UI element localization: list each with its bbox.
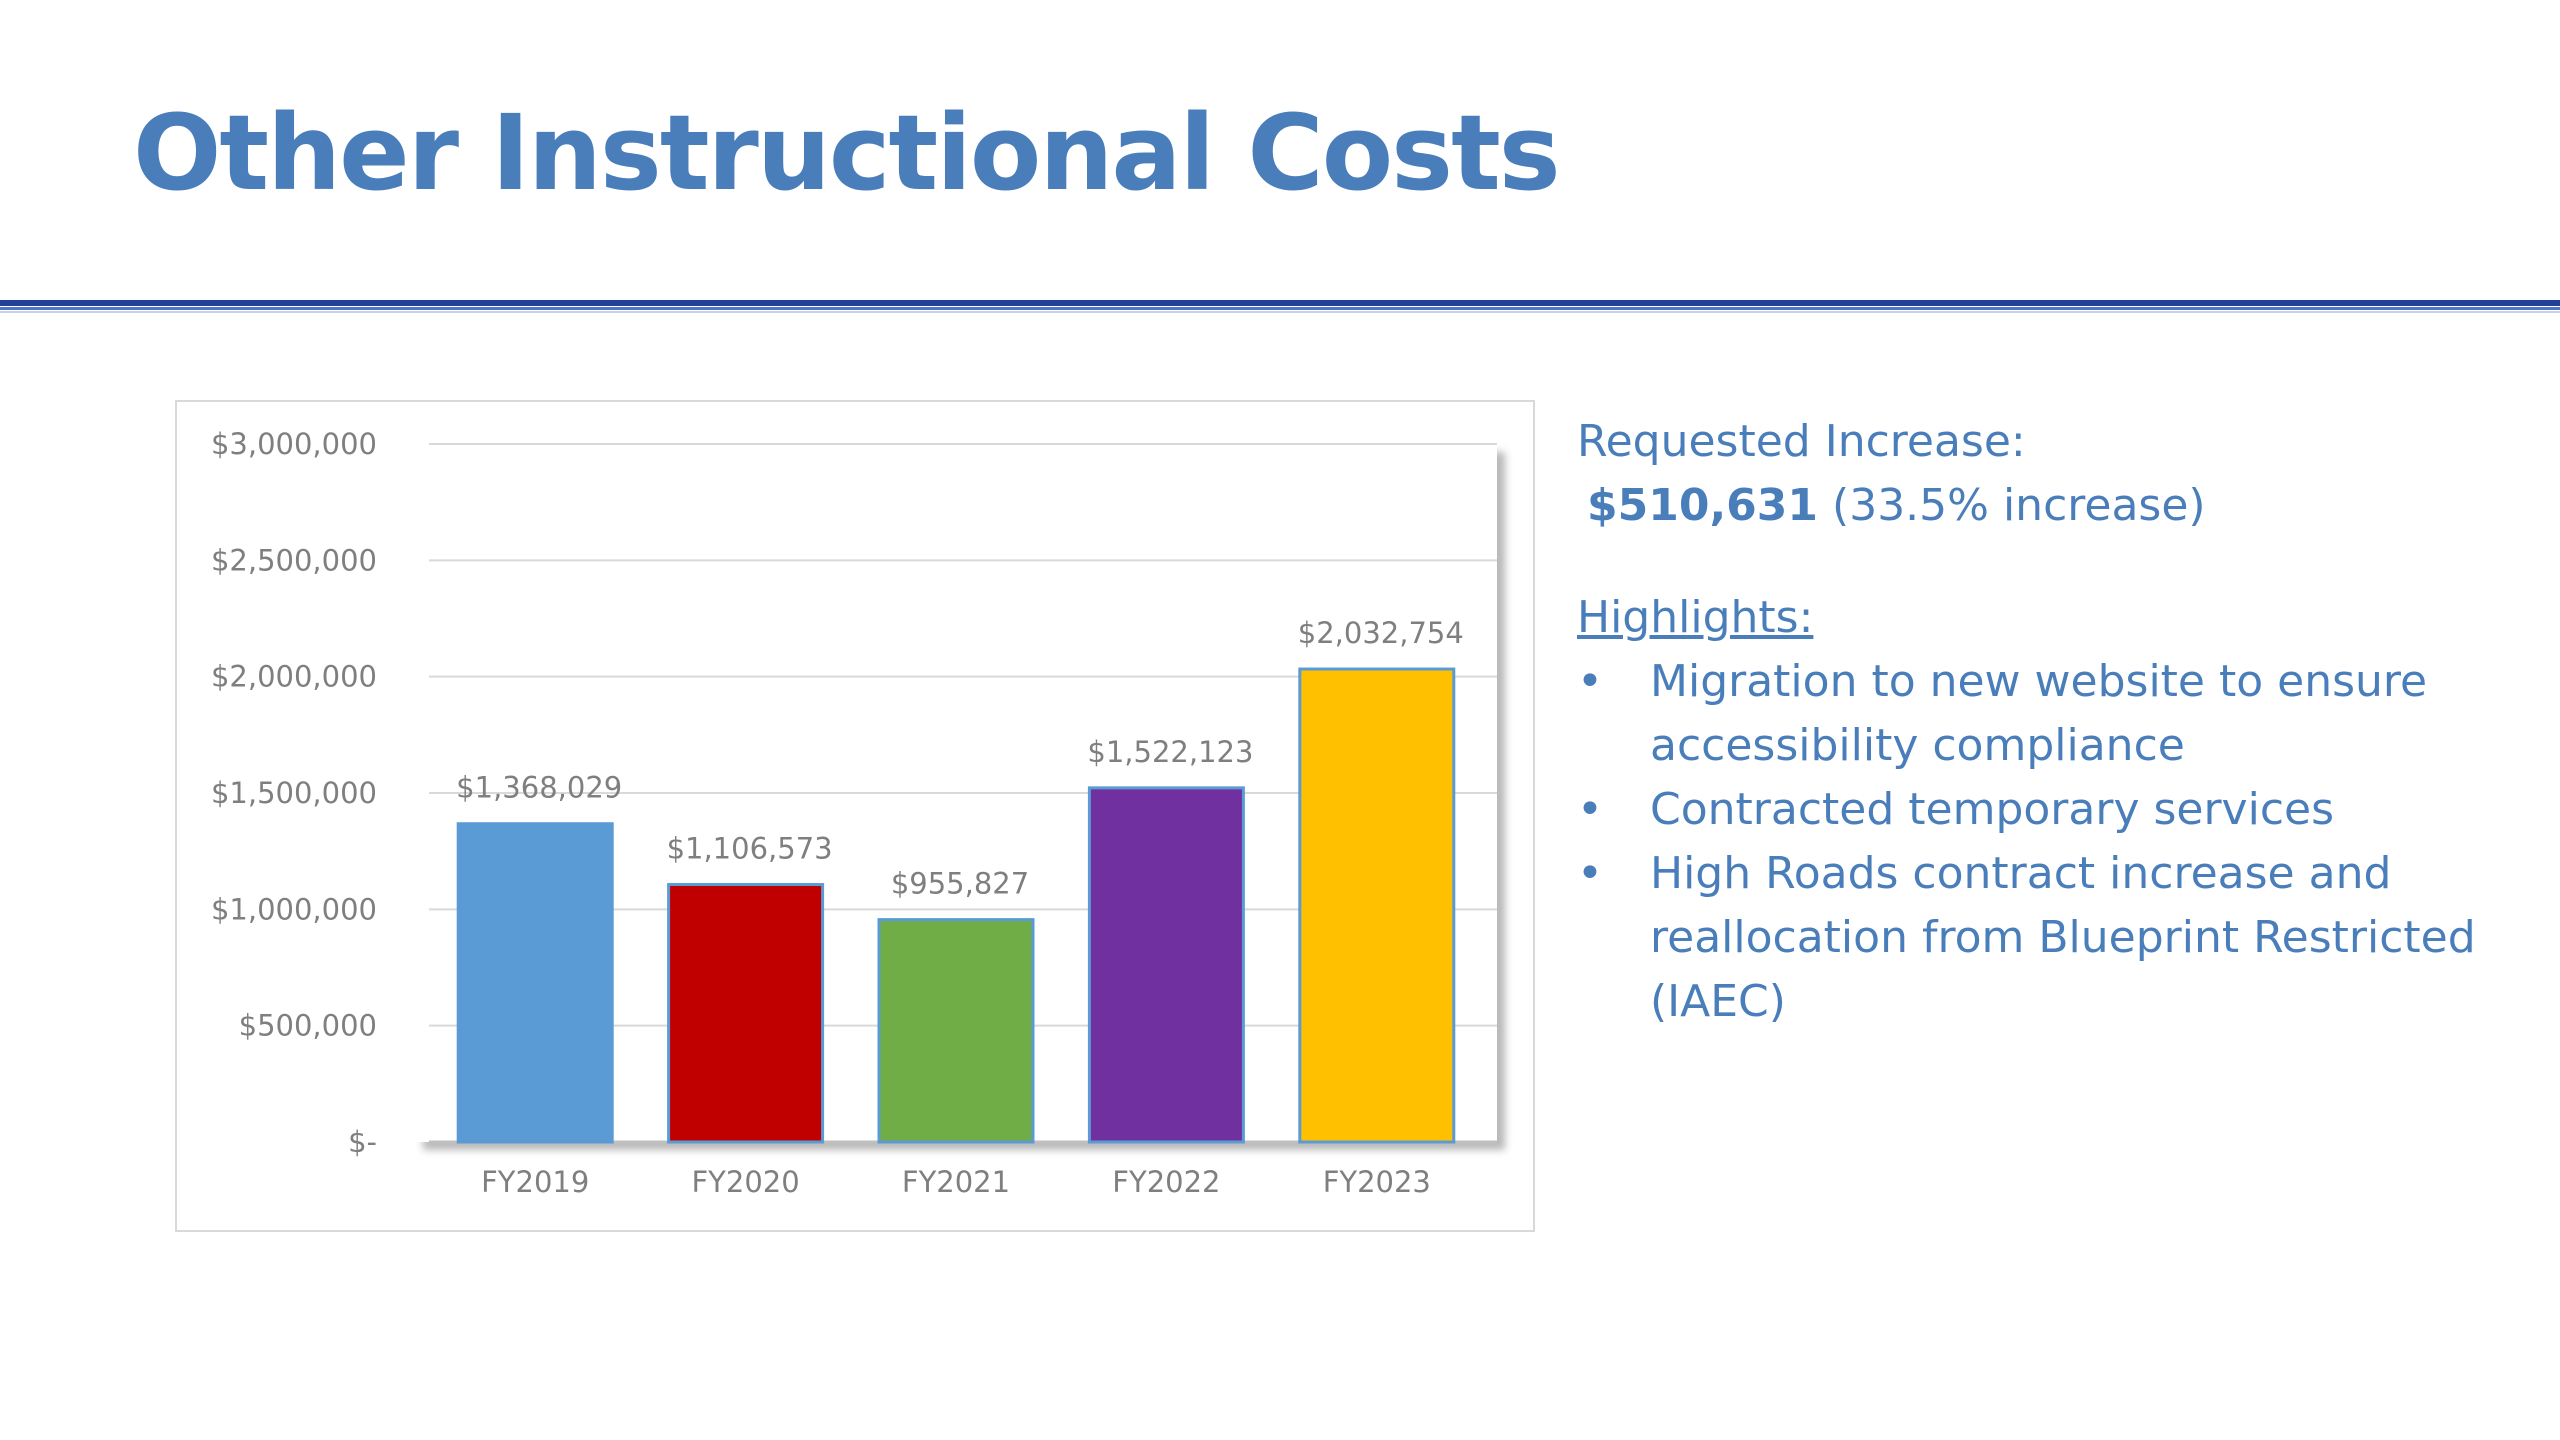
highlight-text: High Roads contract increase and realloc…: [1650, 848, 2476, 1027]
y-tick-label: $2,500,000: [211, 543, 377, 577]
chart-canvas: $- $500,000 $1,000,000 $1,500,000 $2,000,000…: [211, 427, 1497, 1199]
bar-chart: $- $500,000 $1,000,000 $1,500,000 $2,000,000…: [175, 400, 1535, 1232]
y-tick-label: $500,000: [239, 1009, 377, 1043]
y-tick-label: $2,000,000: [211, 660, 377, 694]
highlight-item: • High Roads contract increase and reall…: [1577, 842, 2537, 1034]
bar: [877, 918, 1035, 1144]
x-tick-label: FY2020: [691, 1165, 799, 1199]
highlight-item: • Contracted temporary services: [1577, 778, 2537, 842]
side-panel: Requested Increase: $510,631 (33.5% incr…: [1577, 410, 2537, 1034]
data-label: $1,522,123: [1087, 735, 1253, 769]
bar: [667, 883, 825, 1144]
requested-increase-percent: (33.5% increase): [1832, 480, 2206, 531]
y-tick-label: $1,000,000: [211, 892, 377, 926]
data-label: $1,368,029: [456, 771, 622, 805]
requested-increase-value: $510,631 (33.5% increase): [1577, 474, 2537, 538]
slide-title: Other Instructional Costs: [133, 92, 1561, 214]
y-tick-label: $3,000,000: [211, 427, 377, 461]
bar: [1087, 786, 1245, 1144]
x-tick-label: FY2023: [1323, 1165, 1431, 1199]
x-tick-label: FY2019: [481, 1165, 589, 1199]
requested-increase-amount: $510,631: [1587, 480, 1819, 531]
bullet-icon: •: [1577, 784, 1603, 835]
highlight-item: • Migration to new website to ensure acc…: [1577, 650, 2537, 778]
bar: [1298, 667, 1456, 1144]
highlights-list: • Migration to new website to ensure acc…: [1577, 650, 2537, 1034]
title-divider-shadow: [0, 311, 2560, 313]
bullet-icon: •: [1577, 848, 1603, 899]
highlights-heading: Highlights:: [1577, 592, 1814, 643]
data-label: $955,827: [891, 867, 1029, 901]
highlight-text: Contracted temporary services: [1650, 784, 2334, 835]
title-divider: [0, 300, 2560, 306]
requested-increase-label: Requested Increase:: [1577, 416, 2026, 467]
y-tick-label: $-: [348, 1125, 377, 1159]
bullet-icon: •: [1577, 656, 1603, 707]
title-divider-accent: [0, 307, 2560, 310]
data-label: $2,032,754: [1298, 616, 1464, 650]
highlight-text: Migration to new website to ensure acces…: [1650, 656, 2428, 771]
x-tick-label: FY2022: [1112, 1165, 1220, 1199]
x-tick-label: FY2021: [902, 1165, 1010, 1199]
bar: [456, 822, 614, 1144]
data-label: $1,106,573: [667, 832, 833, 866]
y-tick-label: $1,500,000: [211, 776, 377, 810]
